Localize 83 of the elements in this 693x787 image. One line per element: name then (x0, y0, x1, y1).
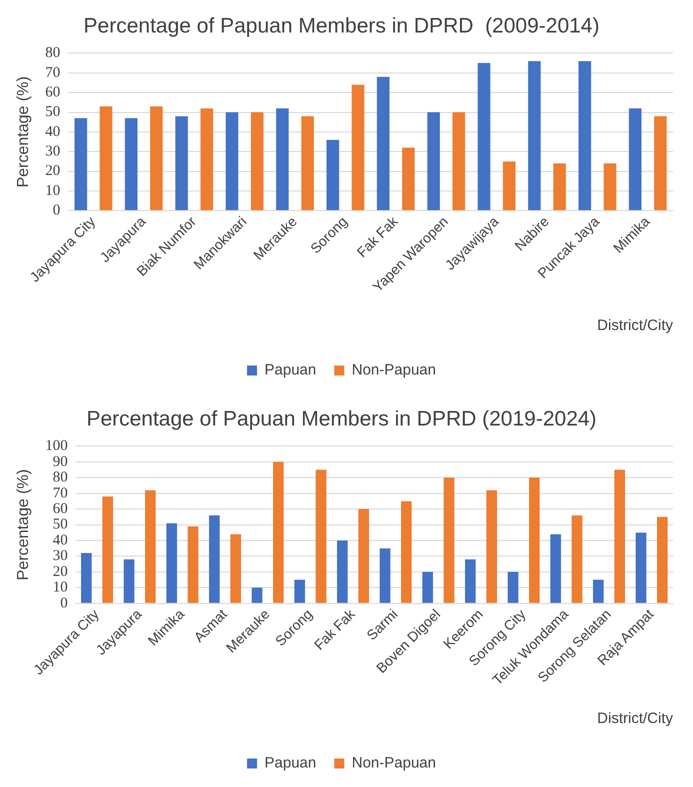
bar (175, 116, 188, 210)
y-tick-label: 20 (45, 163, 60, 180)
bar (553, 163, 566, 210)
bar (376, 76, 390, 210)
bar (166, 523, 178, 603)
legend-label: Non-Papuan (352, 362, 436, 379)
bar (478, 63, 490, 210)
bar (81, 553, 92, 603)
bar (252, 588, 262, 603)
y-tick-label: 60 (45, 84, 60, 101)
y-tick-label: 20 (52, 564, 68, 580)
bar (145, 490, 156, 603)
bar (124, 559, 134, 603)
bar (529, 478, 540, 603)
x-axis-title: District/City (597, 710, 674, 728)
bar (444, 478, 454, 603)
bar (502, 161, 516, 210)
y-tick-label: 0 (52, 202, 60, 219)
bar (657, 516, 668, 603)
bar (486, 490, 498, 603)
y-tick-label: 30 (52, 548, 68, 564)
bar (200, 108, 214, 210)
bar (102, 496, 114, 603)
y-tick-label: 60 (52, 500, 68, 517)
bar (452, 112, 466, 210)
legend-label: Papuan (264, 754, 316, 772)
bar (465, 559, 476, 603)
bar (422, 572, 434, 603)
bar (402, 148, 415, 210)
bar (572, 515, 582, 603)
x-tick-label: Fak Fak (354, 212, 402, 260)
bar (593, 580, 604, 603)
legend-label: Non-Papuan (352, 754, 436, 772)
bar (550, 534, 562, 603)
bar (427, 112, 440, 210)
y-tick-label: 70 (52, 485, 68, 502)
y-tick-label: 80 (52, 470, 68, 486)
bar (636, 532, 646, 603)
bar (188, 526, 198, 603)
legend-label: Papuan (264, 362, 316, 379)
chart-title: Percentage of Papuan Members in DPRD (2009-2014) (84, 14, 600, 38)
bar (273, 462, 284, 603)
chart-title: Percentage of Papuan Members in DPRD (2019-2024) (86, 407, 597, 430)
bar (100, 106, 112, 210)
y-tick-label: 50 (52, 516, 68, 533)
bar (316, 470, 326, 603)
bar (326, 140, 340, 210)
y-axis-title: Percentage (%) (15, 76, 32, 188)
bar (528, 61, 541, 210)
bar (250, 112, 264, 210)
y-tick-label: 100 (45, 438, 68, 454)
bar (209, 515, 220, 603)
bar (124, 118, 138, 210)
bar (150, 106, 163, 210)
bar (294, 580, 306, 603)
bar (276, 108, 289, 210)
bar (614, 470, 626, 603)
y-tick-label: 90 (52, 454, 68, 470)
bar (401, 501, 412, 603)
bar (301, 116, 314, 210)
x-axis-title: District/City (597, 317, 674, 334)
bar (226, 112, 238, 210)
y-tick-label: 80 (45, 45, 60, 62)
y-tick-label: 40 (52, 532, 68, 548)
y-tick-label: 30 (45, 144, 60, 160)
y-tick-label: 10 (45, 182, 60, 199)
bar (337, 540, 348, 603)
bar (74, 118, 88, 210)
y-tick-label: 0 (60, 595, 68, 612)
y-tick-label: 10 (52, 580, 68, 596)
bar (380, 548, 390, 603)
bar (508, 572, 518, 603)
bar (358, 509, 370, 603)
bar (654, 116, 667, 210)
y-axis-title: Percentage (%) (15, 469, 32, 580)
y-tick-label: 70 (45, 64, 60, 81)
y-tick-label: 50 (45, 104, 60, 120)
bar (604, 163, 616, 210)
bar (352, 84, 364, 210)
bar (230, 534, 242, 603)
y-tick-label: 40 (45, 124, 60, 140)
bar (628, 108, 642, 210)
bar (578, 61, 592, 210)
